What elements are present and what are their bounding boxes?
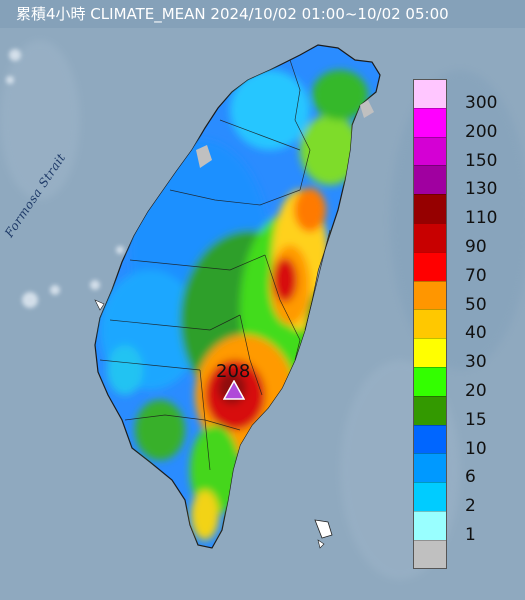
legend-label: 2	[465, 496, 476, 517]
no-data-patch	[360, 100, 374, 118]
legend-swatch	[413, 136, 447, 166]
peak-value-label: 208	[216, 361, 251, 382]
legend-label: 1	[465, 525, 476, 545]
legend-frame	[413, 79, 447, 569]
legend-swatch	[413, 539, 447, 569]
legend-label: 130	[465, 179, 498, 200]
legend-swatch	[413, 309, 447, 339]
legend-label: 50	[465, 294, 487, 315]
legend-label: 10	[465, 438, 487, 459]
legend-label: 150	[465, 150, 498, 171]
islet	[317, 539, 325, 549]
legend-swatch	[413, 194, 447, 223]
legend-swatch	[413, 251, 447, 281]
legend-swatch	[413, 280, 447, 310]
legend-label: 40	[465, 323, 487, 344]
title-band	[0, 0, 525, 28]
legend-label: 110	[465, 208, 498, 229]
boundary-lines	[99, 59, 331, 471]
legend-label: 20	[465, 381, 487, 401]
legend-swatch	[413, 511, 447, 540]
legend-label: 30	[465, 352, 487, 373]
islet	[94, 299, 105, 311]
legend-label: 300	[465, 93, 498, 113]
legend-label: 6	[465, 467, 476, 488]
triangle-icon	[223, 380, 245, 400]
legend-swatch	[413, 453, 447, 483]
legend-swatch	[413, 338, 447, 367]
legend-label: 70	[465, 265, 487, 286]
islet	[314, 519, 333, 539]
legend-swatch	[413, 107, 447, 137]
map-title: 累積4小時 CLIMATE_MEAN 2024/10/02 01:00~10/0…	[16, 5, 449, 23]
legend-label: 15	[465, 409, 487, 430]
legend-swatch	[413, 424, 447, 454]
legend-swatch	[413, 165, 447, 195]
legend-swatch	[413, 395, 447, 425]
legend-swatch	[413, 223, 447, 252]
legend-swatch	[413, 482, 447, 511]
no-data-patch	[196, 145, 212, 168]
sea-cloud-specks	[6, 49, 124, 308]
legend-label: 90	[465, 237, 487, 257]
legend-swatch	[413, 367, 447, 396]
legend-label: 200	[465, 121, 498, 142]
